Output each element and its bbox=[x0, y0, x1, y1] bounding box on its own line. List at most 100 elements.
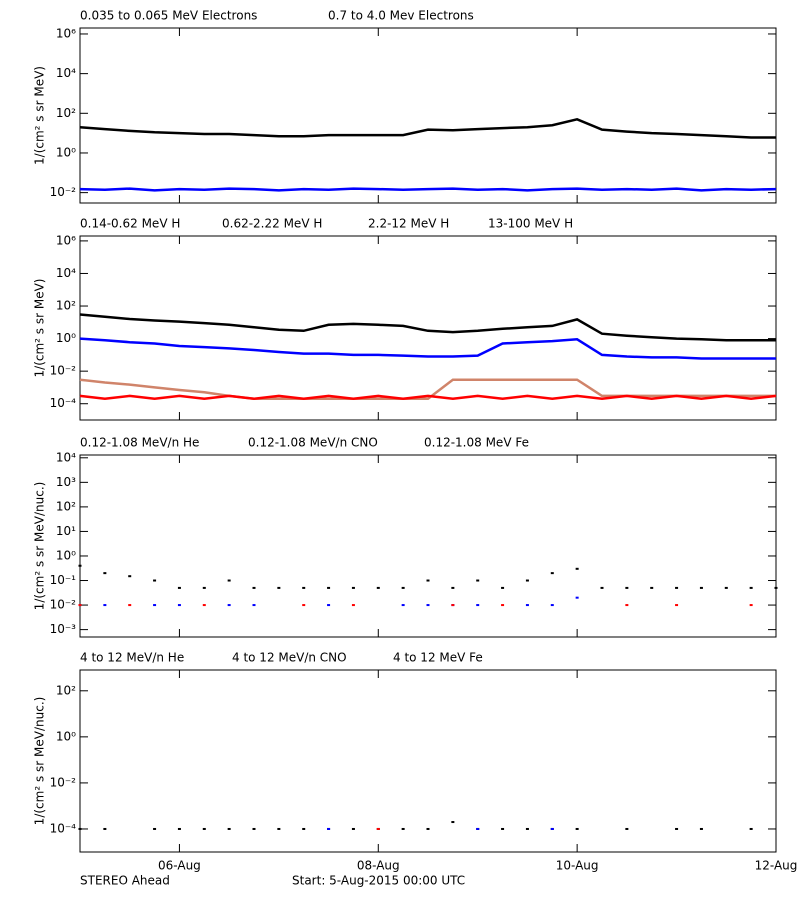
y-tick-label: 10³ bbox=[56, 475, 76, 489]
data-point bbox=[227, 604, 231, 607]
data-point bbox=[78, 564, 82, 567]
legend-entry: 4 to 12 MeV/n CNO bbox=[232, 651, 347, 665]
data-point bbox=[153, 827, 157, 830]
data-point bbox=[351, 827, 355, 830]
legend-entry: 4 to 12 MeV/n He bbox=[80, 651, 184, 665]
series-line bbox=[79, 117, 776, 139]
legend-entry: 13-100 MeV H bbox=[488, 217, 573, 231]
data-point bbox=[327, 827, 331, 830]
data-point bbox=[550, 572, 554, 575]
y-tick-label: 10⁴ bbox=[56, 266, 76, 280]
data-point bbox=[501, 827, 505, 830]
data-point bbox=[103, 604, 107, 607]
data-point bbox=[302, 604, 306, 607]
data-point bbox=[575, 827, 579, 830]
y-tick-label: 10⁻² bbox=[50, 364, 77, 378]
x-tick-label: 12-Aug bbox=[755, 859, 798, 873]
legend-entry: 0.035 to 0.065 MeV Electrons bbox=[80, 9, 257, 23]
y-tick-label: 10⁰ bbox=[56, 548, 76, 562]
data-point bbox=[177, 586, 181, 589]
data-point bbox=[774, 586, 778, 589]
data-point bbox=[675, 586, 679, 589]
y-tick-label: 10⁴ bbox=[56, 66, 76, 80]
data-point bbox=[202, 827, 206, 830]
y-axis-label: 1/(cm² s sr MeV) bbox=[33, 66, 47, 165]
data-point bbox=[699, 586, 703, 589]
y-tick-label: 10² bbox=[56, 299, 76, 313]
data-point bbox=[177, 827, 181, 830]
data-point bbox=[202, 604, 206, 607]
legend-entry: 0.7 to 4.0 Mev Electrons bbox=[328, 9, 474, 23]
y-tick-label: 10² bbox=[56, 683, 76, 697]
data-point bbox=[476, 579, 480, 582]
y-tick-label: 10⁴ bbox=[56, 450, 76, 464]
data-point bbox=[153, 579, 157, 582]
data-point bbox=[252, 586, 256, 589]
data-point bbox=[128, 575, 132, 578]
data-point bbox=[675, 604, 679, 607]
legend-entry: 0.14-0.62 MeV H bbox=[80, 217, 180, 231]
y-axis-label: 1/(cm² s sr MeV/nuc.) bbox=[33, 482, 47, 611]
data-point bbox=[575, 596, 579, 599]
legend-entry: 0.12-1.08 MeV Fe bbox=[424, 436, 529, 450]
data-point bbox=[451, 604, 455, 607]
data-point bbox=[451, 586, 455, 589]
data-point bbox=[525, 579, 529, 582]
y-tick-label: 10⁻³ bbox=[50, 622, 77, 636]
x-tick-label: 08-Aug bbox=[357, 859, 400, 873]
data-point bbox=[252, 604, 256, 607]
data-point bbox=[699, 827, 703, 830]
data-point bbox=[78, 604, 82, 607]
data-point bbox=[749, 827, 753, 830]
footer-right: Start: 5-Aug-2015 00:00 UTC bbox=[292, 874, 465, 888]
data-point bbox=[252, 827, 256, 830]
y-tick-label: 10⁶ bbox=[56, 26, 76, 40]
data-point bbox=[476, 827, 480, 830]
data-point bbox=[351, 586, 355, 589]
data-point bbox=[376, 827, 380, 830]
y-tick-label: 10⁻² bbox=[50, 775, 77, 789]
legend-entry: 2.2-12 MeV H bbox=[368, 217, 449, 231]
series-line bbox=[79, 394, 777, 401]
legend-entry: 0.12-1.08 MeV/n CNO bbox=[248, 436, 378, 450]
data-point bbox=[501, 604, 505, 607]
data-point bbox=[202, 586, 206, 589]
data-point bbox=[302, 586, 306, 589]
y-tick-label: 10⁰ bbox=[56, 729, 76, 743]
plot-frame bbox=[79, 235, 777, 421]
y-tick-label: 10⁻² bbox=[50, 598, 77, 612]
data-point bbox=[351, 604, 355, 607]
data-point bbox=[277, 586, 281, 589]
plot-frame bbox=[79, 27, 777, 204]
data-point bbox=[525, 604, 529, 607]
data-point bbox=[550, 827, 554, 830]
data-point bbox=[277, 827, 281, 830]
data-point bbox=[675, 827, 679, 830]
y-tick-label: 10² bbox=[56, 106, 76, 120]
y-tick-label: 10⁶ bbox=[56, 233, 76, 247]
data-point bbox=[650, 586, 654, 589]
series-line bbox=[79, 378, 776, 401]
y-tick-label: 10⁻⁴ bbox=[50, 821, 77, 835]
data-point bbox=[376, 586, 380, 589]
y-tick-label: 10⁻¹ bbox=[50, 573, 77, 587]
data-point bbox=[426, 579, 430, 582]
data-point bbox=[476, 604, 480, 607]
data-point bbox=[749, 604, 753, 607]
data-point bbox=[401, 604, 405, 607]
data-point bbox=[401, 827, 405, 830]
data-point bbox=[426, 827, 430, 830]
legend-entry: 0.62-2.22 MeV H bbox=[222, 217, 322, 231]
data-point bbox=[327, 604, 331, 607]
data-point bbox=[426, 604, 430, 607]
y-tick-label: 10⁻⁴ bbox=[50, 396, 77, 410]
data-point bbox=[128, 604, 132, 607]
data-point bbox=[501, 586, 505, 589]
data-point bbox=[227, 827, 231, 830]
data-point bbox=[302, 827, 306, 830]
legend-entry: 0.12-1.08 MeV/n He bbox=[80, 436, 199, 450]
data-point bbox=[749, 586, 753, 589]
data-point bbox=[327, 586, 331, 589]
